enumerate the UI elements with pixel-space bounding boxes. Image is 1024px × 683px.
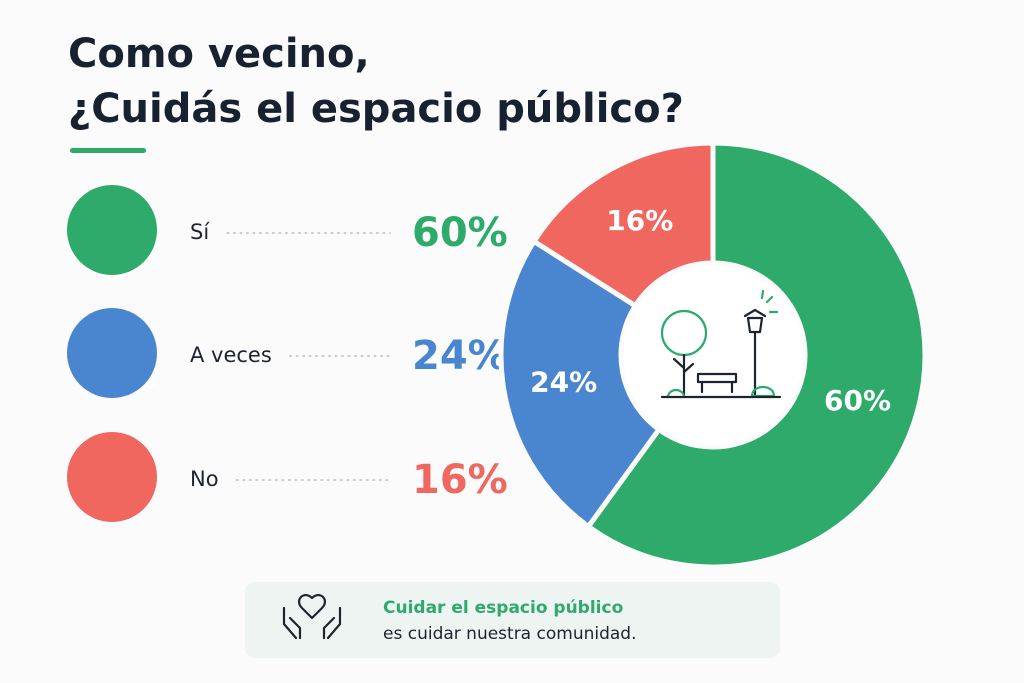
legend-label: A veces <box>190 343 272 367</box>
segment-label: 24% <box>530 365 597 398</box>
care-icon <box>282 593 342 640</box>
legend-value: 16% <box>412 457 508 503</box>
note-text: es cuidar nuestra comunidad. <box>383 624 637 644</box>
note-box <box>245 582 780 658</box>
legend-label: No <box>190 467 219 491</box>
legend-icons <box>67 185 157 522</box>
donut-segment <box>584 140 928 570</box>
legend-value: 60% <box>412 210 508 256</box>
segment-label: 16% <box>606 204 673 237</box>
legend-icon-circle <box>67 432 157 522</box>
title-underline <box>70 148 146 153</box>
donut-hole <box>623 265 803 445</box>
legend-value: 24% <box>412 333 508 379</box>
legend-label: Sí <box>190 220 210 244</box>
legend-icon-circle <box>67 185 157 275</box>
segment-label: 60% <box>824 384 891 417</box>
title-line: ¿Cuidás el espacio público? <box>68 86 684 132</box>
legend-icon-circle <box>67 308 157 398</box>
title-line: Como vecino, <box>68 31 370 77</box>
donut-segment <box>530 140 716 310</box>
park-center-icon <box>660 289 782 399</box>
donut-segment <box>498 237 663 531</box>
note-headline: Cuidar el espacio público <box>383 598 623 618</box>
